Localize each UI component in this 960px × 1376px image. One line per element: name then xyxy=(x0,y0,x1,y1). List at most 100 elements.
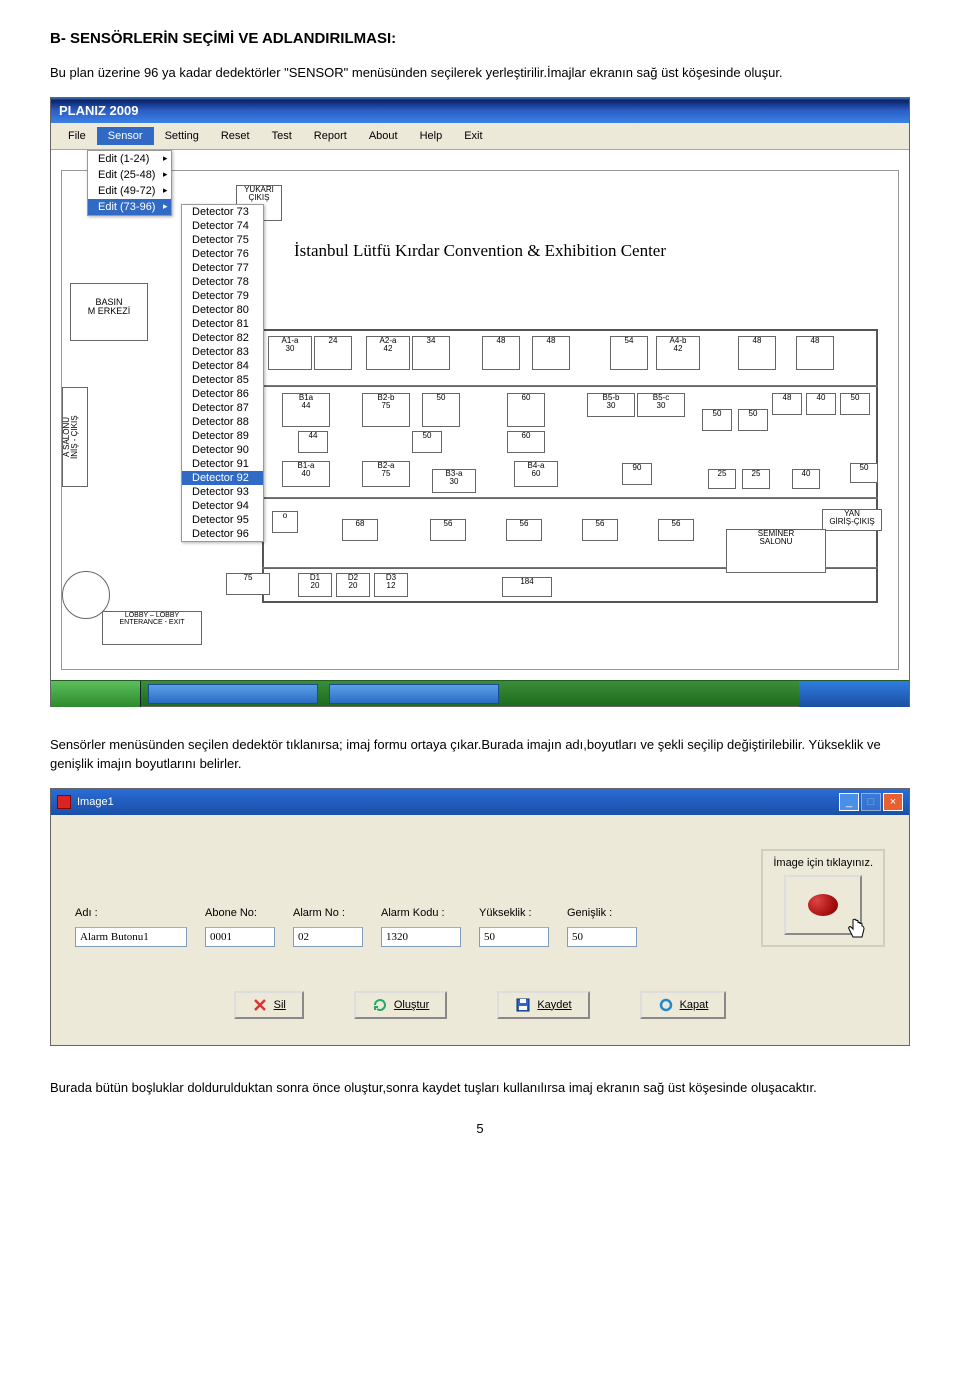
field-ad: Adı : xyxy=(75,907,187,947)
plan-cell: 24 xyxy=(314,336,352,370)
plan-cell: B1a44 xyxy=(282,393,330,427)
submenu-item[interactable]: Detector 82 xyxy=(182,331,263,345)
field-ykseklik: Yükseklik : xyxy=(479,907,549,947)
menu-item-file[interactable]: File xyxy=(57,127,97,145)
plan-cell: 56 xyxy=(658,519,694,541)
submenu-item[interactable]: Detector 75 xyxy=(182,233,263,247)
submenu-item[interactable]: Detector 92 xyxy=(182,471,263,485)
plan-cell: 48 xyxy=(532,336,570,370)
dialog-button-sil[interactable]: Sil xyxy=(234,991,304,1019)
submenu-item[interactable]: Detector 73 xyxy=(182,205,263,219)
alarm-button-icon xyxy=(808,894,838,916)
submenu-item[interactable]: Detector 89 xyxy=(182,429,263,443)
submenu-item[interactable]: Detector 91 xyxy=(182,457,263,471)
app-body: İstanbul Lütfü Kırdar Convention & Exhib… xyxy=(51,150,909,680)
detector-submenu[interactable]: Detector 73Detector 74Detector 75Detecto… xyxy=(181,204,264,542)
room-lobby-exit: LOBBY – LOBBYENTERANCE - EXIT xyxy=(102,611,202,645)
planiz-app-window: PLANIZ 2009 FileSensorSettingResetTestRe… xyxy=(50,97,910,707)
plan-cell: 184 xyxy=(502,577,552,597)
field-genilik: Genişlik : xyxy=(567,907,637,947)
close-button[interactable]: × xyxy=(883,793,903,811)
menu-item-about[interactable]: About xyxy=(358,127,409,145)
field-alarmno: Alarm No : xyxy=(293,907,363,947)
sensor-dropdown[interactable]: Edit (1-24)Edit (25-48)Edit (49-72)Edit … xyxy=(87,150,172,216)
plan-cell: 25 xyxy=(708,469,736,489)
submenu-item[interactable]: Detector 88 xyxy=(182,415,263,429)
intro-paragraph-3: Burada bütün boşluklar doldurulduktan so… xyxy=(50,1078,910,1098)
dialog-titlebar: Image1 _ □ × xyxy=(51,789,909,815)
plan-cell: 48 xyxy=(772,393,802,415)
submenu-item[interactable]: Detector 84 xyxy=(182,359,263,373)
plan-cell: 50 xyxy=(422,393,460,427)
submenu-item[interactable]: Detector 81 xyxy=(182,317,263,331)
field-input[interactable] xyxy=(479,927,549,947)
maximize-button: □ xyxy=(861,793,881,811)
menu-item-report[interactable]: Report xyxy=(303,127,358,145)
start-button[interactable] xyxy=(51,681,141,707)
minimize-button[interactable]: _ xyxy=(839,793,859,811)
dropdown-item[interactable]: Edit (73-96) xyxy=(88,199,171,215)
submenu-item[interactable]: Detector 90 xyxy=(182,443,263,457)
refresh-icon xyxy=(372,997,388,1013)
field-input[interactable] xyxy=(205,927,275,947)
submenu-item[interactable]: Detector 80 xyxy=(182,303,263,317)
plan-cell: 48 xyxy=(482,336,520,370)
submenu-item[interactable]: Detector 76 xyxy=(182,247,263,261)
menu-item-setting[interactable]: Setting xyxy=(154,127,210,145)
menu-item-test[interactable]: Test xyxy=(261,127,303,145)
section-title: B- SENSÖRLERİN SEÇİMİ VE ADLANDIRILMASI: xyxy=(50,30,910,47)
dialog-button-oluştur[interactable]: Oluştur xyxy=(354,991,447,1019)
dropdown-item[interactable]: Edit (1-24) xyxy=(88,151,171,167)
plan-cell: 54 xyxy=(610,336,648,370)
submenu-item[interactable]: Detector 96 xyxy=(182,527,263,541)
app-menubar[interactable]: FileSensorSettingResetTestReportAboutHel… xyxy=(51,123,909,150)
taskbar[interactable] xyxy=(51,680,909,706)
window-controls[interactable]: _ □ × xyxy=(839,793,903,811)
submenu-item[interactable]: Detector 94 xyxy=(182,499,263,513)
image1-dialog: Image1 _ □ × Adı :Abone No:Alarm No :Ala… xyxy=(50,788,910,1046)
field-input[interactable] xyxy=(293,927,363,947)
submenu-item[interactable]: Detector 86 xyxy=(182,387,263,401)
dialog-button-kaydet[interactable]: Kaydet xyxy=(497,991,589,1019)
submenu-item[interactable]: Detector 79 xyxy=(182,289,263,303)
field-input[interactable] xyxy=(567,927,637,947)
dropdown-item[interactable]: Edit (25-48) xyxy=(88,167,171,183)
button-label: Kaydet xyxy=(537,999,571,1011)
plan-cell: 56 xyxy=(582,519,618,541)
plan-cell: B5-c30 xyxy=(637,393,685,417)
menu-item-help[interactable]: Help xyxy=(409,127,454,145)
plan-cell: 56 xyxy=(430,519,466,541)
plan-cell: 56 xyxy=(506,519,542,541)
menu-item-reset[interactable]: Reset xyxy=(210,127,261,145)
submenu-item[interactable]: Detector 74 xyxy=(182,219,263,233)
page-number: 5 xyxy=(50,1121,910,1136)
menu-item-sensor[interactable]: Sensor xyxy=(97,127,154,145)
field-label: Alarm No : xyxy=(293,907,363,919)
taskbar-item[interactable] xyxy=(329,684,499,704)
image-panel-caption: İmage için tıklayınız. xyxy=(773,857,873,869)
plan-cell: 75 xyxy=(226,573,270,595)
plan-cell: 60 xyxy=(507,431,545,453)
submenu-item[interactable]: Detector 95 xyxy=(182,513,263,527)
taskbar-item[interactable] xyxy=(148,684,318,704)
dialog-button-kapat[interactable]: Kapat xyxy=(640,991,727,1019)
dropdown-item[interactable]: Edit (49-72) xyxy=(88,183,171,199)
submenu-item[interactable]: Detector 83 xyxy=(182,345,263,359)
plan-cell: 48 xyxy=(796,336,834,370)
plan-cell: B1-a40 xyxy=(282,461,330,487)
system-tray[interactable] xyxy=(799,681,909,707)
submenu-item[interactable]: Detector 78 xyxy=(182,275,263,289)
plan-cell: SEMİNERSALONU xyxy=(726,529,826,573)
field-input[interactable] xyxy=(381,927,461,947)
dialog-title: Image1 xyxy=(77,796,114,808)
menu-item-exit[interactable]: Exit xyxy=(453,127,493,145)
submenu-item[interactable]: Detector 85 xyxy=(182,373,263,387)
submenu-item[interactable]: Detector 77 xyxy=(182,261,263,275)
submenu-item[interactable]: Detector 87 xyxy=(182,401,263,415)
button-label: Oluştur xyxy=(394,999,429,1011)
submenu-item[interactable]: Detector 93 xyxy=(182,485,263,499)
field-aboneno: Abone No: xyxy=(205,907,275,947)
field-input[interactable] xyxy=(75,927,187,947)
image-picker-button[interactable] xyxy=(784,875,862,935)
plan-cell: 40 xyxy=(792,469,820,489)
